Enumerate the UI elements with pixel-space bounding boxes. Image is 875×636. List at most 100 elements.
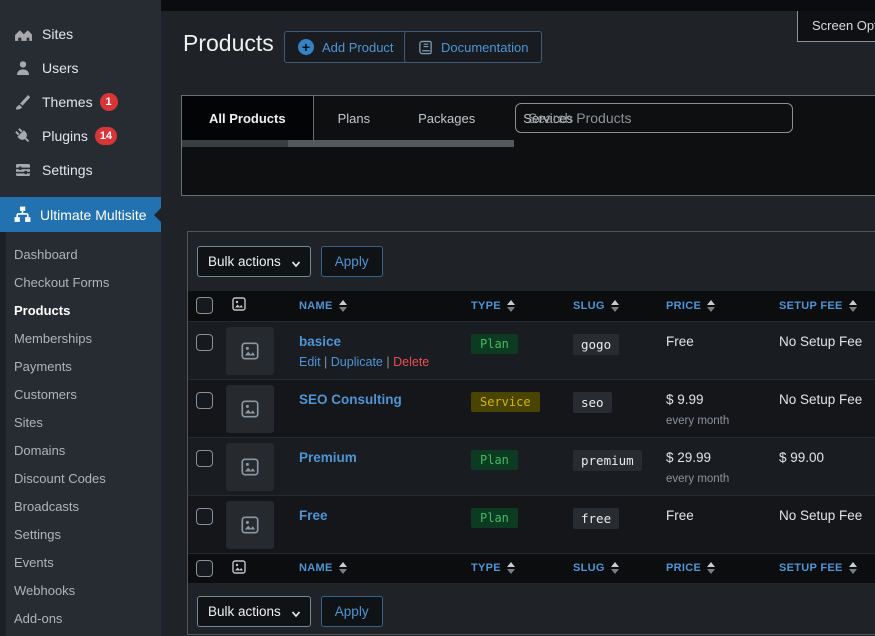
sidebar-item-label: Settings xyxy=(42,162,93,178)
row-checkbox[interactable] xyxy=(196,334,213,351)
sidebar-item-sites[interactable]: Sites xyxy=(0,17,161,51)
active-menu-arrow xyxy=(154,208,161,222)
admin-sidebar: Sites Users Themes 1 Plugins 14 xyxy=(0,0,161,636)
column-header-price[interactable]: PRICE xyxy=(651,553,764,583)
column-header-setup-fee[interactable]: SETUP FEE xyxy=(764,553,875,583)
product-name-link[interactable]: Premium xyxy=(299,450,357,465)
column-header-price[interactable]: PRICE xyxy=(651,291,764,321)
sort-icon xyxy=(611,562,619,574)
tab-all-products[interactable]: All Products xyxy=(182,96,314,140)
submenu-item-sites[interactable]: Sites xyxy=(0,409,161,437)
submenu-item-checkout-forms[interactable]: Checkout Forms xyxy=(0,269,161,297)
submenu-item-addons[interactable]: Add-ons xyxy=(0,605,161,633)
bulk-actions-select[interactable]: Bulk actions xyxy=(197,246,311,277)
table-row: Free Plan free Free No Setup Fee xyxy=(188,495,875,553)
action-separator: | xyxy=(324,355,327,369)
image-column-header xyxy=(217,553,284,583)
submenu-item-dashboard[interactable]: Dashboard xyxy=(0,241,161,269)
price-value: $ 29.99 xyxy=(666,450,711,465)
slug-badge: seo xyxy=(573,392,612,413)
price-period: every month xyxy=(666,415,764,427)
tab-plans[interactable]: Plans xyxy=(314,96,395,140)
chevron-down-icon xyxy=(291,257,300,266)
row-checkbox[interactable] xyxy=(196,392,213,409)
product-name-link[interactable]: basice xyxy=(299,334,341,349)
search-products-input[interactable] xyxy=(515,103,793,133)
plugins-update-badge: 14 xyxy=(95,127,117,145)
add-product-label: Add Product xyxy=(322,40,394,55)
sidebar-item-label: Ultimate Multisite xyxy=(40,207,147,223)
product-name-link[interactable]: SEO Consulting xyxy=(299,392,402,407)
sidebar-item-label: Plugins xyxy=(42,128,88,144)
slug-badge: free xyxy=(573,508,619,529)
themes-icon xyxy=(13,92,33,112)
select-all-checkbox[interactable] xyxy=(196,297,213,314)
screen-options-tab[interactable]: Screen Options xyxy=(797,11,875,42)
setup-fee-value: No Setup Fee xyxy=(779,508,862,523)
column-header-setup-fee[interactable]: SETUP FEE xyxy=(764,291,875,321)
select-all-checkbox[interactable] xyxy=(196,560,213,577)
price-value: Free xyxy=(666,508,694,523)
page-title: Products xyxy=(183,30,274,57)
row-checkbox[interactable] xyxy=(196,450,213,467)
tabs-horizontal-scrollbar[interactable] xyxy=(182,140,514,147)
product-thumbnail xyxy=(226,327,274,375)
sidebar-item-plugins[interactable]: Plugins 14 xyxy=(0,119,161,153)
delete-link[interactable]: Delete xyxy=(393,355,429,369)
submenu-item-payments[interactable]: Payments xyxy=(0,353,161,381)
submenu-item-domains[interactable]: Domains xyxy=(0,437,161,465)
apply-button[interactable]: Apply xyxy=(321,246,383,277)
product-type-tabs-panel: All Products Plans Packages Services xyxy=(181,95,875,196)
plugin-submenu: Dashboard Checkout Forms Products Member… xyxy=(0,232,161,636)
setup-fee-value: No Setup Fee xyxy=(779,392,862,407)
column-header-name[interactable]: NAME xyxy=(284,553,456,583)
submenu-item-settings[interactable]: Settings xyxy=(0,521,161,549)
documentation-button[interactable]: Documentation xyxy=(404,31,542,63)
column-header-name[interactable]: NAME xyxy=(284,291,456,321)
table-header-row: NAME TYPE SLUG PRICE SETUP FEE xyxy=(188,291,875,321)
add-product-button[interactable]: + Add Product xyxy=(284,31,408,63)
plus-circle-icon: + xyxy=(298,39,314,55)
column-header-slug[interactable]: SLUG xyxy=(558,553,651,583)
submenu-item-products[interactable]: Products xyxy=(0,297,161,325)
submenu-item-memberships[interactable]: Memberships xyxy=(0,325,161,353)
setup-fee-value: $ 99.00 xyxy=(779,450,824,465)
submenu-item-discount-codes[interactable]: Discount Codes xyxy=(0,465,161,493)
type-badge: Plan xyxy=(471,508,518,528)
submenu-item-events[interactable]: Events xyxy=(0,549,161,577)
submenu-item-customers[interactable]: Customers xyxy=(0,381,161,409)
sort-icon xyxy=(707,562,715,574)
slug-badge: gogo xyxy=(573,334,619,355)
sidebar-item-ultimate-multisite[interactable]: Ultimate Multisite xyxy=(0,197,161,232)
sort-icon xyxy=(339,562,347,574)
plugins-icon xyxy=(13,126,33,146)
bulk-actions-select[interactable]: Bulk actions xyxy=(197,596,311,627)
sidebar-item-users[interactable]: Users xyxy=(0,51,161,85)
sort-icon xyxy=(849,562,857,574)
sidebar-item-themes[interactable]: Themes 1 xyxy=(0,85,161,119)
product-thumbnail xyxy=(226,385,274,433)
sidebar-item-settings[interactable]: Settings xyxy=(0,153,161,187)
product-thumbnail xyxy=(226,443,274,491)
row-checkbox[interactable] xyxy=(196,508,213,525)
product-name-link[interactable]: Free xyxy=(299,508,328,523)
slug-badge: premium xyxy=(573,450,642,471)
admin-top-strip xyxy=(161,0,875,11)
sort-icon xyxy=(507,300,515,312)
column-header-type[interactable]: TYPE xyxy=(456,553,558,583)
setup-fee-value: No Setup Fee xyxy=(779,334,862,349)
apply-button[interactable]: Apply xyxy=(321,596,383,627)
themes-update-badge: 1 xyxy=(100,93,118,111)
column-header-slug[interactable]: SLUG xyxy=(558,291,651,321)
products-list-container: Bulk actions Apply NAME TYPE SLUG PRIC xyxy=(187,231,875,635)
sidebar-item-label: Sites xyxy=(42,26,73,42)
duplicate-link[interactable]: Duplicate xyxy=(331,355,383,369)
submenu-item-broadcasts[interactable]: Broadcasts xyxy=(0,493,161,521)
sort-icon xyxy=(707,300,715,312)
column-header-type[interactable]: TYPE xyxy=(456,291,558,321)
submenu-item-webhooks[interactable]: Webhooks xyxy=(0,577,161,605)
bulk-actions-bottom: Bulk actions Apply xyxy=(197,596,875,627)
edit-link[interactable]: Edit xyxy=(299,355,321,369)
tab-packages[interactable]: Packages xyxy=(394,96,499,140)
users-icon xyxy=(13,58,33,78)
